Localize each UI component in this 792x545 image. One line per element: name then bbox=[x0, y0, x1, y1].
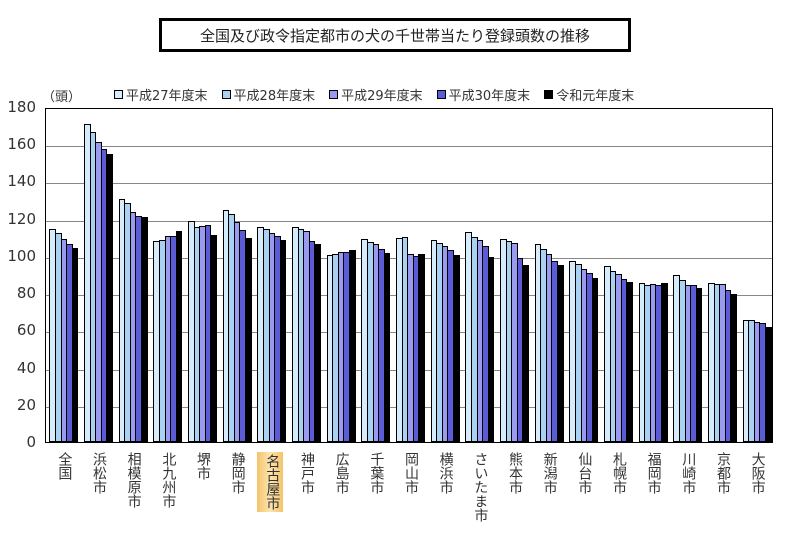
bar-group bbox=[705, 109, 740, 442]
legend-swatch-icon bbox=[436, 90, 446, 99]
legend-swatch-icon bbox=[114, 90, 123, 99]
gridline bbox=[46, 146, 772, 148]
gridline bbox=[46, 183, 772, 185]
y-tick-label: 120 bbox=[7, 209, 36, 228]
bar bbox=[522, 264, 529, 442]
bar bbox=[175, 230, 183, 442]
x-tick-label: 静岡市 bbox=[229, 452, 246, 494]
y-tick-label: 100 bbox=[7, 246, 36, 265]
legend-swatch-icon bbox=[544, 90, 554, 99]
x-tick-label: 北九州市 bbox=[160, 452, 177, 508]
bar bbox=[71, 247, 79, 442]
x-tick-label: 全国 bbox=[56, 452, 73, 480]
legend-item-h29: 平成29年度末 bbox=[329, 85, 423, 104]
x-tick-label: 相模原市 bbox=[125, 452, 142, 508]
bar-group bbox=[670, 109, 705, 442]
x-tick-label: 岡山市 bbox=[403, 452, 419, 494]
bar bbox=[661, 283, 668, 442]
legend-label: 平成28年度末 bbox=[233, 89, 316, 104]
legend-item-h27: 平成27年度末 bbox=[114, 85, 208, 104]
legend-item-r1: 令和元年度末 bbox=[544, 85, 634, 104]
bar-group bbox=[219, 109, 254, 442]
bar-group bbox=[427, 109, 462, 442]
y-tick-label: 140 bbox=[7, 172, 36, 191]
x-tick-label: 浜松市 bbox=[91, 452, 107, 494]
legend-swatch-icon bbox=[221, 90, 231, 99]
bar bbox=[453, 254, 460, 442]
legend-label: 平成27年度末 bbox=[126, 89, 208, 104]
x-tick-label: 新潟市 bbox=[541, 452, 558, 494]
legend-item-h28: 平成28年度末 bbox=[221, 85, 316, 104]
x-tick-label: 川崎市 bbox=[680, 452, 697, 494]
bar bbox=[314, 243, 321, 442]
bar-group bbox=[289, 109, 324, 442]
x-tick-label: 札幌市 bbox=[611, 452, 627, 494]
legend-label: 平成29年度末 bbox=[341, 89, 423, 104]
bar bbox=[487, 256, 495, 442]
bar-group bbox=[739, 109, 774, 442]
y-tick-label: 40 bbox=[16, 358, 36, 377]
bar-group bbox=[46, 109, 81, 442]
bar bbox=[106, 153, 113, 442]
bar bbox=[765, 326, 772, 442]
bar bbox=[418, 253, 425, 442]
bar-group bbox=[254, 109, 289, 442]
bar bbox=[141, 216, 148, 442]
x-tick-label: 熊本市 bbox=[507, 452, 523, 494]
bar-group bbox=[81, 109, 116, 442]
y-tick-label: 0 bbox=[26, 433, 36, 451]
x-tick-label: 横浜市 bbox=[437, 452, 454, 494]
legend-swatch-icon bbox=[329, 90, 339, 99]
bar-group bbox=[497, 109, 532, 442]
y-tick-label: 20 bbox=[16, 395, 36, 414]
bar bbox=[730, 293, 737, 442]
bar bbox=[383, 252, 391, 442]
bar bbox=[245, 237, 252, 442]
y-tick-label: 60 bbox=[16, 321, 36, 340]
x-tick-label: 千葉市 bbox=[368, 452, 385, 494]
x-tick-label: 福岡市 bbox=[645, 452, 662, 494]
x-tick-label: 京都市 bbox=[715, 452, 731, 494]
bar-group bbox=[462, 109, 497, 442]
bar-group bbox=[358, 109, 393, 442]
bar-group bbox=[635, 109, 670, 442]
x-tick-label: 堺市 bbox=[195, 452, 211, 480]
legend: 平成27年度末 平成28年度末 平成29年度末 平成30年度末 令和元年度末 bbox=[114, 85, 648, 104]
bar-group bbox=[566, 109, 601, 442]
x-tick-label: 大阪市 bbox=[749, 452, 766, 494]
legend-label: 令和元年度末 bbox=[556, 89, 635, 104]
legend-item-h30: 平成30年度末 bbox=[436, 85, 531, 104]
bar bbox=[626, 281, 633, 442]
plot-area bbox=[45, 108, 773, 443]
bar bbox=[591, 277, 599, 442]
bar-group bbox=[393, 109, 428, 442]
y-tick-label: 180 bbox=[7, 98, 36, 116]
x-tick-label: 神戸市 bbox=[299, 452, 315, 494]
x-tick-label: 仙台市 bbox=[576, 452, 593, 494]
y-tick-label: 160 bbox=[7, 135, 36, 154]
bar-group bbox=[531, 109, 566, 442]
bar-group bbox=[185, 109, 220, 442]
bar-group bbox=[323, 109, 358, 442]
bar bbox=[210, 235, 217, 442]
bar bbox=[557, 264, 564, 442]
bar-group bbox=[150, 109, 185, 442]
legend-label: 平成30年度末 bbox=[448, 89, 531, 104]
chart-title: 全国及び政令指定都市の犬の千世帯当たり登録頭数の推移 bbox=[159, 18, 631, 52]
x-tick-label: 広島市 bbox=[333, 452, 350, 494]
chart-title-text: 全国及び政令指定都市の犬の千世帯当たり登録頭数の推移 bbox=[199, 26, 590, 45]
bar bbox=[349, 249, 356, 442]
x-tick-label-highlighted: 名古屋市 bbox=[257, 452, 284, 512]
gridline bbox=[46, 220, 772, 222]
x-tick-label: さいたま市 bbox=[472, 452, 489, 522]
y-axis-unit: （頭） bbox=[42, 90, 82, 105]
bar bbox=[695, 288, 703, 442]
bar-group bbox=[115, 109, 150, 442]
bar-group bbox=[601, 109, 636, 442]
y-tick-label: 80 bbox=[16, 284, 36, 303]
bar bbox=[279, 239, 287, 442]
